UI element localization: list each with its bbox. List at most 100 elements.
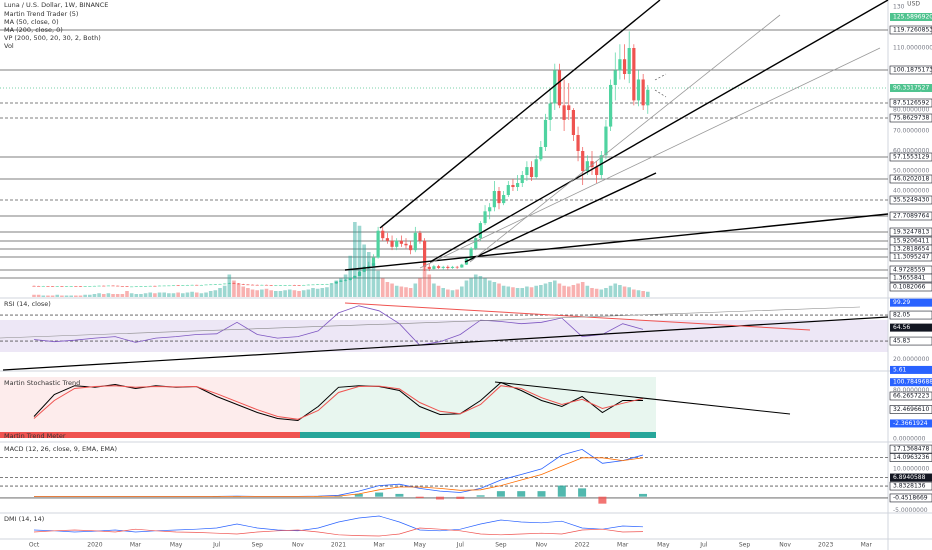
volume-bar [622, 286, 627, 297]
volume-bar [576, 283, 580, 297]
axis-label-box [889, 65, 932, 75]
candle-body [455, 266, 459, 268]
candle-body [516, 183, 520, 188]
candle-body [69, 286, 73, 287]
volume-bar [343, 274, 348, 297]
volume-bar [143, 293, 148, 297]
axis-label: 87.5126592 [893, 100, 929, 107]
volume-bar [460, 286, 464, 297]
volume-bar [353, 222, 357, 297]
candle-body [278, 285, 283, 286]
volume-bar [446, 289, 450, 297]
volume-bar [618, 285, 622, 297]
volume-bar [418, 278, 422, 297]
volume-bar [632, 289, 636, 297]
axis-label: 57.1553129 [893, 154, 929, 161]
volume-bar [264, 288, 269, 297]
volume-bar [380, 278, 385, 297]
candle-body [55, 286, 59, 287]
meter-green [470, 432, 590, 438]
volume-bar [464, 280, 469, 297]
candle-body [432, 266, 436, 269]
candle-body [441, 266, 445, 268]
time-label: 2021 [331, 542, 346, 549]
candle-body [339, 280, 343, 282]
volume-bar [441, 288, 445, 297]
meter-red [420, 432, 470, 438]
axis-label: 11.3095247 [893, 254, 929, 261]
volume-bar [306, 289, 311, 297]
volume-bar [153, 293, 157, 297]
volume-bar [60, 295, 64, 297]
volume-bar [36, 294, 41, 297]
candle-body [144, 286, 148, 287]
candle-body [37, 285, 41, 287]
candle-body [227, 283, 231, 284]
volume-bar [357, 225, 362, 297]
volume-bar [32, 294, 36, 297]
candle-body [162, 285, 166, 287]
candle-body [548, 103, 552, 120]
candle-body [288, 285, 292, 286]
axis-label-box [890, 419, 932, 428]
axis-label: 50.0000000 [893, 168, 929, 175]
time-label: 2020 [87, 542, 102, 549]
candle-body [357, 271, 362, 276]
candle-body [646, 89, 650, 106]
volume-bar [608, 285, 613, 297]
currency: USD [907, 1, 920, 8]
volume-bar [125, 291, 129, 297]
axis-label-box [889, 195, 932, 205]
volume-bar [185, 292, 190, 297]
volume-bar [534, 285, 538, 297]
volume-bar [492, 282, 497, 297]
candle-body [399, 240, 403, 244]
candle-body [436, 266, 441, 268]
axis-label-box [889, 25, 932, 35]
axis-label-box [890, 84, 932, 92]
volume-bar [69, 295, 73, 297]
axis-label-box [889, 273, 932, 283]
axis-label-box [890, 298, 932, 307]
axis-label-box [889, 444, 932, 454]
volume-bar [97, 293, 101, 297]
candle-body [511, 185, 515, 188]
stoch-bg-green [300, 377, 656, 432]
volume-bar [515, 288, 520, 297]
stoch-trend-line [494, 381, 791, 415]
volume-bar [78, 295, 83, 297]
indicator-line [33, 381, 643, 422]
axis-label: 1.3655841 [893, 275, 926, 282]
volume-bar [283, 290, 287, 297]
indicator-legend: Martin Trend Trader (5) [4, 10, 78, 18]
candle-body [553, 70, 557, 104]
volume-bar [171, 293, 176, 297]
volume-bar [74, 295, 78, 297]
candle-body [618, 59, 622, 71]
drawings [0, 0, 889, 415]
volume-bar [376, 270, 380, 297]
axis-label-box [889, 113, 932, 123]
axis-label-box [889, 310, 932, 320]
macd-hist [456, 496, 465, 499]
candle-body [60, 286, 64, 287]
time-label: May [657, 542, 670, 549]
ray [469, 14, 781, 263]
macd-hist [639, 493, 647, 497]
candle-body [423, 240, 427, 267]
volume-bar [167, 293, 171, 297]
axis-label: 60.0000000 [893, 148, 929, 155]
candle-body [460, 264, 464, 268]
volume-bar [301, 290, 306, 297]
candle-body [302, 284, 306, 286]
candle-body [88, 286, 92, 287]
axis-label: 0.1082066 [893, 284, 926, 291]
time-label: Oct [29, 542, 40, 549]
candle-body [395, 240, 399, 247]
trend-line [464, 172, 657, 263]
candle-body [106, 285, 110, 287]
axis-label-box [889, 152, 932, 162]
time-label: Mar [617, 542, 629, 549]
candle-body [353, 275, 357, 278]
